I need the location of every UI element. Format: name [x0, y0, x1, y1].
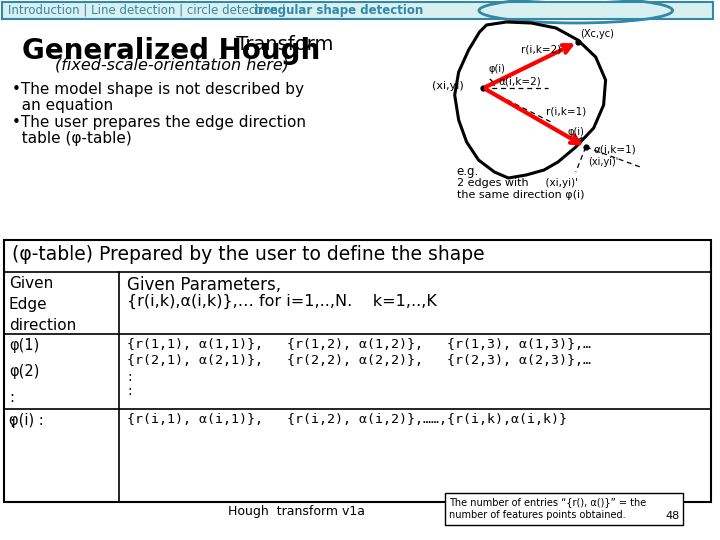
Text: (xi,yi)': (xi,yi)' [526, 178, 578, 188]
Text: φ(i): φ(i) [568, 127, 585, 137]
Text: {r(2,1), α(2,1)},   {r(2,2), α(2,2)},   {r(2,3), α(2,3)},…: {r(2,1), α(2,1)}, {r(2,2), α(2,2)}, {r(2… [127, 354, 591, 367]
Text: (fixed-scale-orientation here): (fixed-scale-orientation here) [55, 58, 289, 73]
Text: •The user prepares the edge direction: •The user prepares the edge direction [12, 115, 306, 130]
Text: φ(1)
φ(2)
:
:: φ(1) φ(2) : : [9, 338, 40, 430]
Text: Given Parameters,: Given Parameters, [127, 276, 282, 294]
Text: Transform: Transform [230, 35, 333, 54]
Text: The number of entries “{r(), α()}” = the: The number of entries “{r(), α()}” = the [449, 497, 646, 507]
Bar [4, 240, 711, 502]
Text: e.g.: e.g. [456, 165, 479, 178]
Text: φ(i) :: φ(i) : [9, 413, 44, 428]
Text: α(i,k=1): α(i,k=1) [594, 145, 636, 155]
Text: 48: 48 [666, 511, 680, 521]
Text: Generalized Hough: Generalized Hough [22, 37, 320, 65]
Text: •The model shape is not described by: •The model shape is not described by [12, 82, 304, 97]
Text: r(i,k=1): r(i,k=1) [546, 107, 586, 117]
Text: {r(i,k),α(i,k)},… for i=1,..,N.    k=1,..,K: {r(i,k),α(i,k)},… for i=1,..,N. k=1,..,K [127, 294, 437, 309]
Text: an equation: an equation [12, 98, 113, 113]
Text: (Xc,yc): (Xc,yc) [580, 29, 613, 39]
Text: :: : [127, 384, 132, 398]
Text: number of features points obtained.: number of features points obtained. [449, 510, 626, 520]
Text: 2 edges with: 2 edges with [456, 178, 528, 188]
Bar [445, 493, 683, 525]
Text: table (φ-table): table (φ-table) [12, 131, 132, 146]
Text: (xi,yi)': (xi,yi)' [588, 157, 618, 167]
Text: :: : [127, 370, 132, 384]
Text: α(i,k=2): α(i,k=2) [498, 76, 541, 86]
Text: Given
Edge
direction: Given Edge direction [9, 276, 76, 333]
Text: (φ-table) Prepared by the user to define the shape: (φ-table) Prepared by the user to define… [12, 245, 485, 264]
Text: (xi,yi): (xi,yi) [432, 81, 464, 91]
Text: the same direction φ(i): the same direction φ(i) [456, 190, 584, 200]
Text: Hough  transform v1a: Hough transform v1a [228, 505, 365, 518]
Text: r(i,k=2): r(i,k=2) [521, 44, 562, 54]
Text: Introduction | Line detection | circle detection |: Introduction | Line detection | circle d… [8, 4, 289, 17]
Text: φ(i): φ(i) [488, 64, 505, 74]
Text: irregular shape detection: irregular shape detection [253, 4, 423, 17]
Bar [2, 2, 713, 19]
Text: {r(i,1), α(i,1)},   {r(i,2), α(i,2)},……,{r(i,k),α(i,k)}: {r(i,1), α(i,1)}, {r(i,2), α(i,2)},……,{r… [127, 413, 567, 426]
Text: {r(1,1), α(1,1)},   {r(1,2), α(1,2)},   {r(1,3), α(1,3)},…: {r(1,1), α(1,1)}, {r(1,2), α(1,2)}, {r(1… [127, 338, 591, 351]
